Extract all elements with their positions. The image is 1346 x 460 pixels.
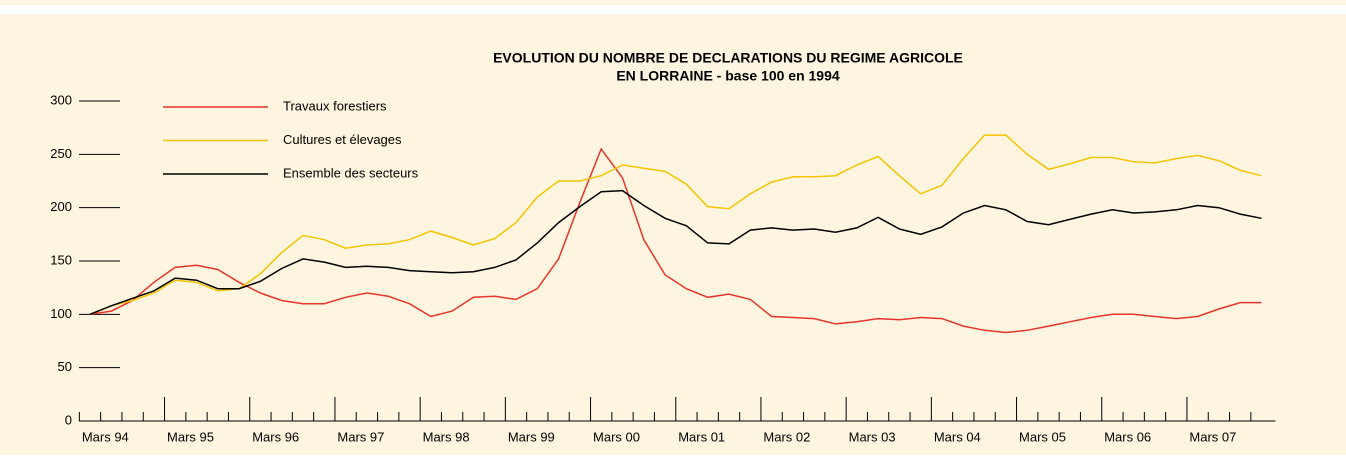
x-tick-label: Mars 94: [82, 429, 129, 444]
x-tick-label: Mars 97: [337, 429, 384, 444]
x-tick-label: Mars 98: [423, 429, 470, 444]
y-tick-label: 100: [50, 306, 72, 321]
y-tick-label: 50: [58, 359, 72, 374]
top-strip: [0, 0, 1346, 5]
x-tick-label: Mars 96: [252, 429, 299, 444]
y-tick-label: 0: [65, 412, 72, 427]
x-tick-label: Mars 02: [763, 429, 810, 444]
x-tick-label: Mars 03: [849, 429, 896, 444]
series-line: [89, 147, 1262, 334]
series-line: [89, 189, 1262, 315]
legend-label: Cultures et élevages: [283, 132, 402, 147]
x-tick-label: Mars 07: [1189, 429, 1236, 444]
x-tick-label: Mars 05: [1019, 429, 1066, 444]
chart-subtitle: EN LORRAINE - base 100 en 1994: [616, 68, 840, 84]
x-tick-label: Mars 04: [934, 429, 981, 444]
x-tick-label: Mars 01: [678, 429, 725, 444]
legend-label: Ensemble des secteurs: [283, 165, 419, 180]
chart-title: EVOLUTION DU NOMBRE DE DECLARATIONS DU R…: [493, 50, 963, 66]
x-tick-label: Mars 06: [1104, 429, 1151, 444]
y-tick-label: 300: [50, 92, 72, 107]
y-tick-label: 150: [50, 252, 72, 267]
y-tick-label: 250: [50, 146, 72, 161]
legend-label: Travaux forestiers: [283, 98, 387, 113]
x-tick-label: Mars 95: [167, 429, 214, 444]
x-tick-label: Mars 99: [508, 429, 555, 444]
y-tick-label: 200: [50, 199, 72, 214]
series-line: [89, 134, 1262, 315]
x-tick-label: Mars 00: [593, 429, 640, 444]
chart-background: [0, 14, 1346, 455]
